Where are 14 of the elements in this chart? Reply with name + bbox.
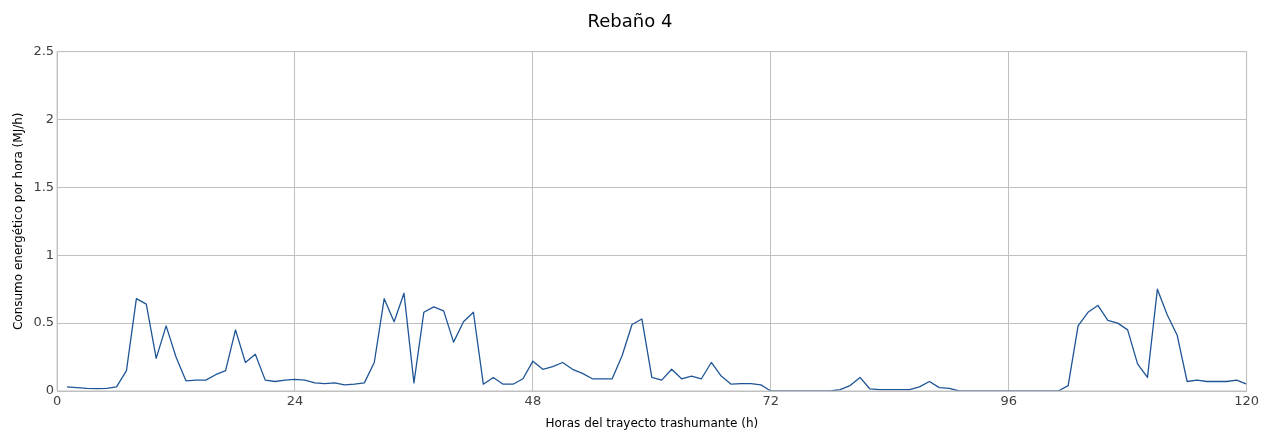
x-tick-label: 96: [1000, 393, 1017, 409]
x-axis-title: Horas del trayecto trashumante (h): [545, 415, 759, 430]
x-tick-label: 24: [286, 393, 304, 409]
chart-title: Rebaño 4: [587, 10, 673, 32]
y-tick-label: 0.5: [33, 314, 55, 330]
y-tick-label: 2.5: [33, 42, 55, 58]
x-tick-label: 48: [524, 393, 542, 409]
y-axis-title: Consumo energético por hora (MJ/h): [11, 112, 26, 331]
y-tick-label: 0: [45, 382, 55, 398]
x-tick-label: 72: [762, 393, 780, 409]
y-tick-label: 2: [45, 110, 55, 126]
y-tick-label: 1: [45, 246, 55, 262]
x-tick-label: 120: [1234, 393, 1260, 409]
y-tick-label: 1.5: [33, 178, 55, 194]
